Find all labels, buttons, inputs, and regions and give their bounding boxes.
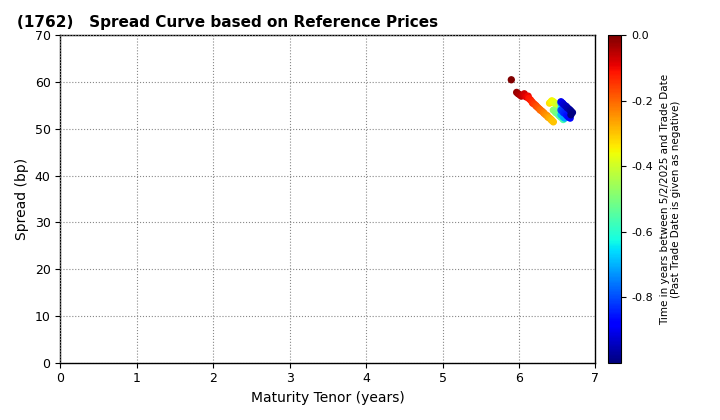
Y-axis label: Time in years between 5/2/2025 and Trade Date
(Past Trade Date is given as negat: Time in years between 5/2/2025 and Trade… — [660, 74, 681, 325]
Point — [548, 98, 559, 105]
Point — [532, 105, 544, 111]
Point — [549, 100, 561, 107]
Point — [562, 113, 573, 119]
Point — [553, 111, 564, 118]
Point — [550, 101, 562, 108]
Point — [557, 102, 569, 109]
Point — [534, 106, 545, 113]
Point — [548, 107, 559, 113]
Point — [540, 111, 552, 118]
Point — [557, 105, 568, 112]
Point — [518, 90, 530, 97]
Point — [557, 108, 568, 115]
Point — [557, 100, 568, 107]
Point — [557, 107, 569, 113]
Point — [538, 109, 549, 116]
Point — [550, 109, 562, 116]
Point — [505, 76, 517, 83]
Point — [525, 97, 536, 103]
Point — [567, 109, 578, 116]
Point — [554, 100, 565, 107]
Point — [552, 102, 563, 109]
Point — [563, 114, 575, 121]
Point — [561, 111, 572, 118]
Point — [559, 115, 570, 121]
Point — [562, 105, 573, 111]
Point — [555, 105, 567, 111]
Point — [559, 110, 570, 117]
Point — [545, 98, 557, 105]
Point — [557, 115, 568, 121]
Point — [527, 100, 539, 107]
Point — [562, 105, 573, 112]
Point — [521, 94, 532, 100]
Point — [544, 100, 555, 107]
Point — [557, 109, 569, 116]
Point — [557, 101, 568, 108]
Point — [557, 113, 568, 119]
Text: (1762)   Spread Curve based on Reference Prices: (1762) Spread Curve based on Reference P… — [17, 15, 438, 30]
Point — [559, 105, 570, 111]
Point — [555, 100, 567, 107]
Point — [516, 93, 527, 100]
Point — [557, 103, 569, 110]
Point — [545, 116, 557, 123]
Point — [564, 115, 576, 121]
Point — [564, 107, 576, 113]
Point — [557, 101, 569, 108]
Point — [555, 98, 567, 105]
Point — [559, 108, 570, 115]
Point — [541, 113, 553, 119]
Point — [561, 105, 572, 112]
Point — [546, 97, 557, 104]
Point — [559, 109, 570, 116]
Point — [555, 114, 567, 121]
Point — [544, 115, 555, 121]
Point — [511, 89, 523, 96]
X-axis label: Maturity Tenor (years): Maturity Tenor (years) — [251, 391, 405, 405]
Y-axis label: Spread (bp): Spread (bp) — [15, 158, 29, 240]
Point — [555, 101, 567, 108]
Point — [561, 103, 572, 110]
Point — [531, 103, 542, 110]
Point — [565, 111, 577, 118]
Point — [534, 107, 546, 113]
Point — [549, 108, 561, 115]
Point — [514, 92, 526, 98]
Point — [517, 92, 528, 99]
Point — [563, 105, 575, 112]
Point — [523, 95, 535, 102]
Point — [552, 110, 563, 117]
Point — [555, 107, 567, 113]
Point — [557, 102, 568, 109]
Point — [555, 111, 567, 118]
Point — [546, 117, 557, 124]
Point — [513, 90, 524, 97]
Point — [542, 114, 554, 121]
Point — [561, 109, 572, 116]
Point — [536, 108, 548, 115]
Point — [539, 110, 550, 117]
Point — [561, 105, 572, 111]
Point — [557, 116, 569, 123]
Point — [548, 118, 559, 125]
Point — [553, 101, 564, 108]
Point — [565, 108, 577, 115]
Point — [559, 102, 570, 109]
Point — [530, 102, 541, 109]
Point — [528, 101, 540, 108]
Point — [526, 98, 538, 105]
Point — [557, 114, 569, 121]
Point — [519, 93, 531, 100]
Point — [523, 93, 534, 100]
Point — [559, 103, 570, 110]
Point — [554, 113, 565, 119]
